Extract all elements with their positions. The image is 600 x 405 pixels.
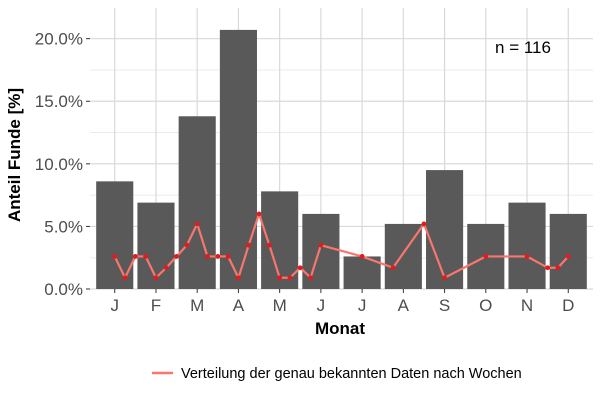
weekly-distribution-point xyxy=(266,242,272,248)
axis-layer: 0.0% 5.0% 10.0% 15.0% 20.0% J F M A M J J A S O N D xyxy=(35,30,575,315)
month-bar xyxy=(137,202,175,289)
x-tick-label: M xyxy=(190,296,204,315)
x-tick-label: J xyxy=(358,296,367,315)
x-tick-label: O xyxy=(479,296,492,315)
month-bar xyxy=(178,116,216,289)
weekly-distribution-point xyxy=(236,275,241,281)
legend: Verteilung der genau bekannten Daten nac… xyxy=(152,366,522,382)
weekly-distribution-point xyxy=(225,254,231,259)
weekly-distribution-point xyxy=(545,265,551,271)
y-tick-label: 20.0% xyxy=(35,30,83,49)
weekly-distribution-point xyxy=(174,254,179,259)
y-tick-label: 15.0% xyxy=(35,92,83,111)
bar-layer xyxy=(96,29,587,289)
month-bar xyxy=(302,213,340,289)
weekly-distribution-point xyxy=(215,254,221,259)
weekly-distribution-point xyxy=(153,275,159,281)
weekly-distribution-point xyxy=(122,275,128,281)
weekly-distribution-point xyxy=(421,221,427,227)
weekly-distribution-point xyxy=(483,254,489,259)
weekly-distribution-point xyxy=(565,254,571,259)
weekly-distribution-point xyxy=(184,242,190,248)
x-tick-label: A xyxy=(398,296,410,315)
x-tick-label: J xyxy=(110,296,119,315)
x-axis-title: Monat xyxy=(315,319,365,338)
weekly-distribution-point xyxy=(112,254,118,259)
month-bar xyxy=(549,213,587,289)
weekly-distribution-point xyxy=(132,254,138,259)
x-tick-label: N xyxy=(521,296,533,315)
n-annotation: n = 116 xyxy=(495,38,551,57)
weekly-distribution-point xyxy=(277,275,283,281)
weekly-distribution-point xyxy=(297,265,303,271)
weekly-distribution-point xyxy=(308,275,313,281)
x-tick-label: D xyxy=(562,296,574,315)
weekly-distribution-point xyxy=(524,254,530,259)
month-bar xyxy=(426,170,464,289)
y-axis-title: Anteil Funde [%] xyxy=(5,88,24,222)
y-tick-label: 5.0% xyxy=(44,217,83,236)
x-tick-label: S xyxy=(439,296,450,315)
x-tick-label: M xyxy=(273,296,287,315)
legend-label: Verteilung der genau bekannten Daten nac… xyxy=(181,366,522,382)
weekly-distribution-point xyxy=(442,275,447,281)
x-tick-label: F xyxy=(151,296,161,315)
x-tick-label: A xyxy=(233,296,245,315)
y-tick-label: 10.0% xyxy=(35,155,83,174)
month-bar xyxy=(219,29,257,289)
weekly-distribution-point xyxy=(256,211,262,217)
weekly-distribution-point xyxy=(359,254,365,259)
x-tick-label: J xyxy=(317,296,326,315)
weekly-distribution-point xyxy=(163,265,169,271)
weekly-distribution-point xyxy=(555,265,561,271)
weekly-distribution-point xyxy=(194,221,200,227)
y-tick-label: 0.0% xyxy=(44,280,83,299)
weekly-distribution-point xyxy=(390,265,396,271)
weekly-distribution-point xyxy=(143,254,149,259)
weekly-distribution-point xyxy=(246,242,252,248)
weekly-distribution-point xyxy=(205,254,210,259)
month-bar xyxy=(508,202,546,289)
line-layer xyxy=(112,211,571,281)
weekly-distribution-point xyxy=(318,242,324,248)
weekly-distribution-point xyxy=(287,275,293,281)
